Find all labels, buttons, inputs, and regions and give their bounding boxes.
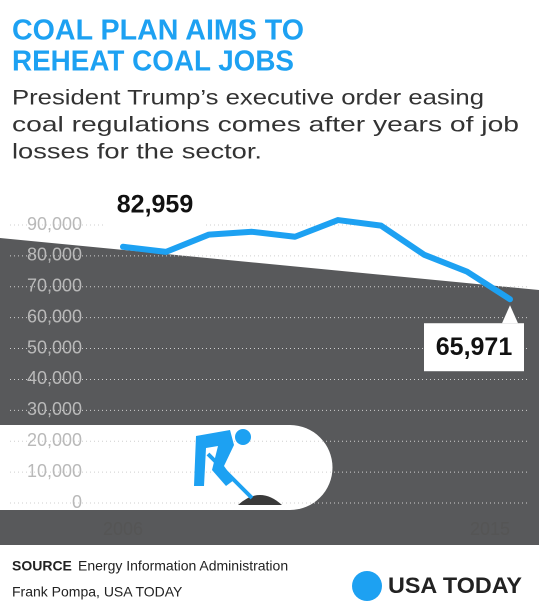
source-label: SOURCE	[12, 558, 72, 574]
y-tick-label: 60,000	[27, 306, 82, 326]
y-tick-label: 50,000	[27, 337, 82, 357]
title: COAL PLAN AIMS TO	[12, 15, 304, 47]
data-label: 82,959	[117, 190, 193, 218]
subtitle: losses for the sector.	[12, 141, 262, 164]
logo-dot	[352, 571, 382, 601]
line	[120, 217, 513, 303]
callout-box	[424, 323, 524, 372]
data-label: 65,971	[436, 333, 513, 361]
y-tick-label: 20,000	[27, 430, 82, 450]
y-tick-label: 30,000	[27, 399, 82, 419]
credit: Frank Pompa, USA TODAY	[12, 584, 183, 600]
logo: USA TODAY	[388, 573, 522, 598]
y-tick-label: 10,000	[27, 461, 82, 481]
y-tick-label: 80,000	[27, 245, 82, 265]
callout-pointer	[502, 305, 518, 324]
x-tick-label: 2006	[103, 519, 143, 539]
y-tick-label: 0	[72, 492, 82, 512]
miner-icon	[194, 429, 282, 505]
source: Energy Information Administration	[78, 558, 288, 574]
tunnel	[0, 425, 333, 510]
callout-pointer	[115, 228, 131, 241]
x-tick-label: 2015	[470, 519, 510, 539]
callout-box	[105, 180, 205, 229]
title: REHEAT COAL JOBS	[12, 46, 294, 78]
y-tick-label: 90,000	[27, 214, 82, 234]
subtitle: coal regulations comes after years of jo…	[12, 114, 519, 137]
y-tick-label: 70,000	[27, 276, 82, 296]
y-tick-label: 40,000	[27, 368, 82, 388]
subtitle: President Trump’s executive order easing	[12, 87, 484, 110]
